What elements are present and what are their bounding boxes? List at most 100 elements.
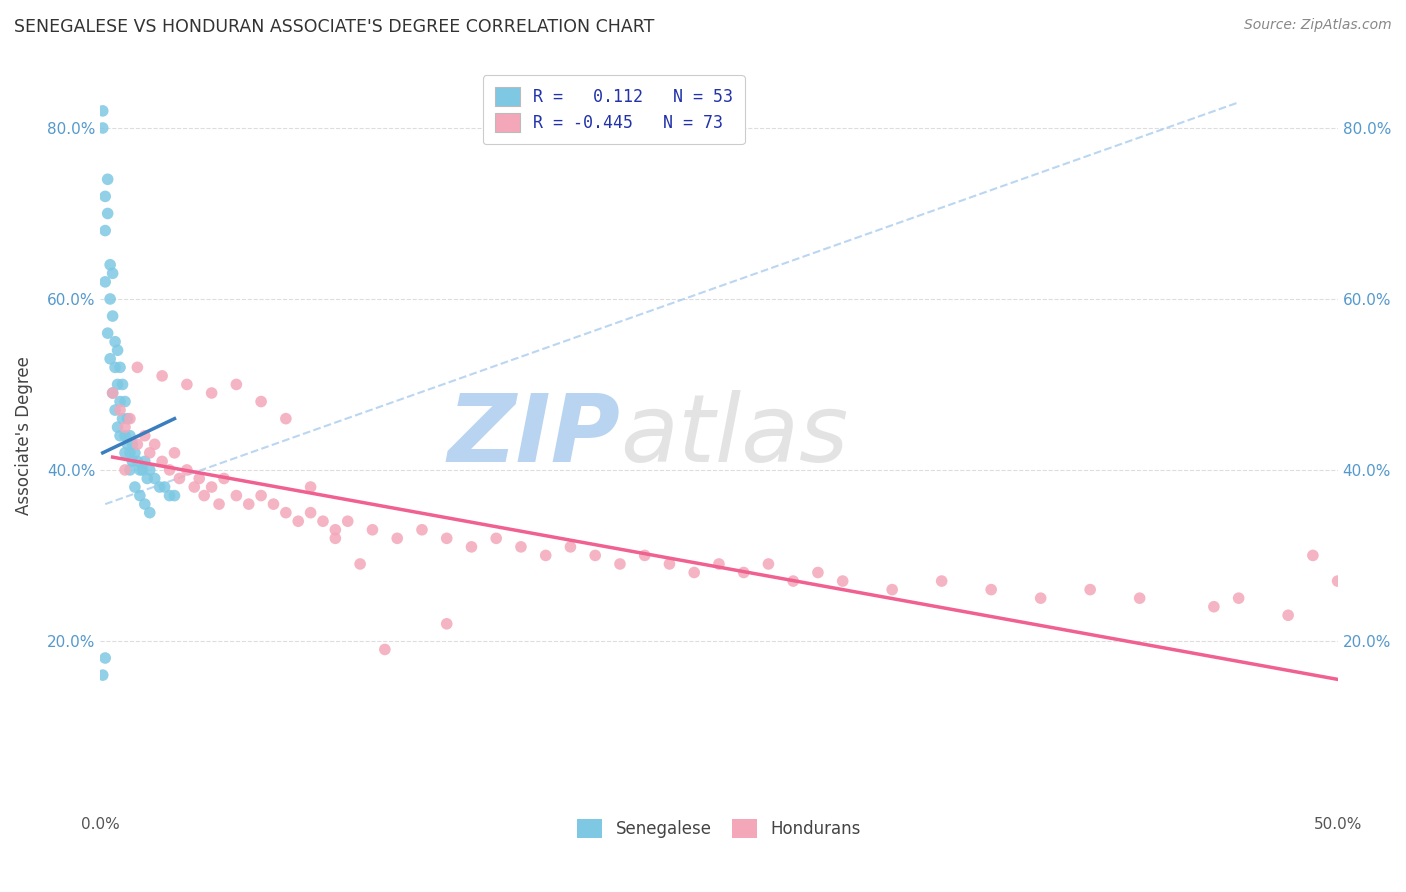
Point: [312, 514, 335, 528]
Point: [1326, 574, 1348, 588]
Point: [274, 411, 297, 425]
Point: [104, 403, 127, 417]
Point: [124, 446, 146, 460]
Point: [150, 454, 173, 468]
Point: [411, 523, 433, 537]
Point: [127, 360, 149, 375]
Point: [124, 480, 146, 494]
Point: [97, 206, 120, 220]
Point: [183, 480, 205, 494]
Point: [150, 368, 173, 383]
Text: Source: ZipAtlas.com: Source: ZipAtlas.com: [1244, 18, 1392, 32]
Point: [683, 566, 706, 580]
Point: [127, 437, 149, 451]
Point: [127, 454, 149, 468]
Point: [212, 471, 235, 485]
Point: [831, 574, 853, 588]
Point: [733, 566, 755, 580]
Point: [128, 489, 150, 503]
Point: [299, 506, 322, 520]
Point: [374, 642, 396, 657]
Point: [104, 334, 127, 349]
Point: [101, 386, 124, 401]
Point: [159, 463, 181, 477]
Point: [707, 557, 730, 571]
Point: [485, 531, 508, 545]
Point: [118, 428, 141, 442]
Point: [128, 463, 150, 477]
Point: [163, 446, 186, 460]
Point: [361, 523, 384, 537]
Point: [1227, 591, 1250, 606]
Point: [287, 514, 309, 528]
Point: [336, 514, 359, 528]
Point: [1129, 591, 1152, 606]
Point: [107, 377, 129, 392]
Point: [163, 489, 186, 503]
Point: [980, 582, 1002, 597]
Point: [136, 471, 159, 485]
Point: [139, 506, 162, 520]
Point: [349, 557, 371, 571]
Point: [94, 651, 117, 665]
Point: [1078, 582, 1101, 597]
Point: [882, 582, 904, 597]
Point: [117, 411, 139, 425]
Point: [225, 377, 247, 392]
Point: [91, 668, 114, 682]
Point: [131, 463, 153, 477]
Point: [658, 557, 681, 571]
Point: [782, 574, 804, 588]
Point: [101, 386, 124, 401]
Point: [176, 463, 198, 477]
Point: [108, 360, 131, 375]
Point: [460, 540, 482, 554]
Point: [114, 394, 136, 409]
Point: [560, 540, 582, 554]
Point: [121, 437, 143, 451]
Point: [201, 480, 224, 494]
Point: [134, 428, 156, 442]
Point: [108, 403, 131, 417]
Point: [111, 411, 134, 425]
Point: [94, 189, 117, 203]
Point: [1029, 591, 1052, 606]
Point: [108, 394, 131, 409]
Legend: Senegalese, Hondurans: Senegalese, Hondurans: [571, 813, 868, 845]
Point: [225, 489, 247, 503]
Point: [91, 103, 114, 118]
Point: [201, 386, 224, 401]
Point: [807, 566, 830, 580]
Point: [250, 394, 273, 409]
Point: [139, 463, 162, 477]
Point: [274, 506, 297, 520]
Point: [101, 266, 124, 280]
Point: [97, 172, 120, 186]
Point: [134, 497, 156, 511]
Text: atlas: atlas: [620, 390, 848, 482]
Point: [176, 377, 198, 392]
Point: [91, 120, 114, 135]
Point: [534, 549, 557, 563]
Point: [208, 497, 231, 511]
Point: [114, 446, 136, 460]
Point: [121, 454, 143, 468]
Text: SENEGALESE VS HONDURAN ASSOCIATE'S DEGREE CORRELATION CHART: SENEGALESE VS HONDURAN ASSOCIATE'S DEGRE…: [14, 18, 654, 36]
Point: [250, 489, 273, 503]
Point: [114, 428, 136, 442]
Point: [263, 497, 285, 511]
Point: [143, 471, 166, 485]
Point: [510, 540, 533, 554]
Point: [193, 489, 215, 503]
Point: [1302, 549, 1324, 563]
Point: [436, 531, 458, 545]
Y-axis label: Associate's Degree: Associate's Degree: [15, 356, 32, 516]
Point: [98, 292, 121, 306]
Point: [169, 471, 191, 485]
Point: [107, 343, 129, 358]
Point: [139, 446, 162, 460]
Point: [634, 549, 657, 563]
Point: [436, 616, 458, 631]
Point: [609, 557, 631, 571]
Point: [1277, 608, 1299, 623]
